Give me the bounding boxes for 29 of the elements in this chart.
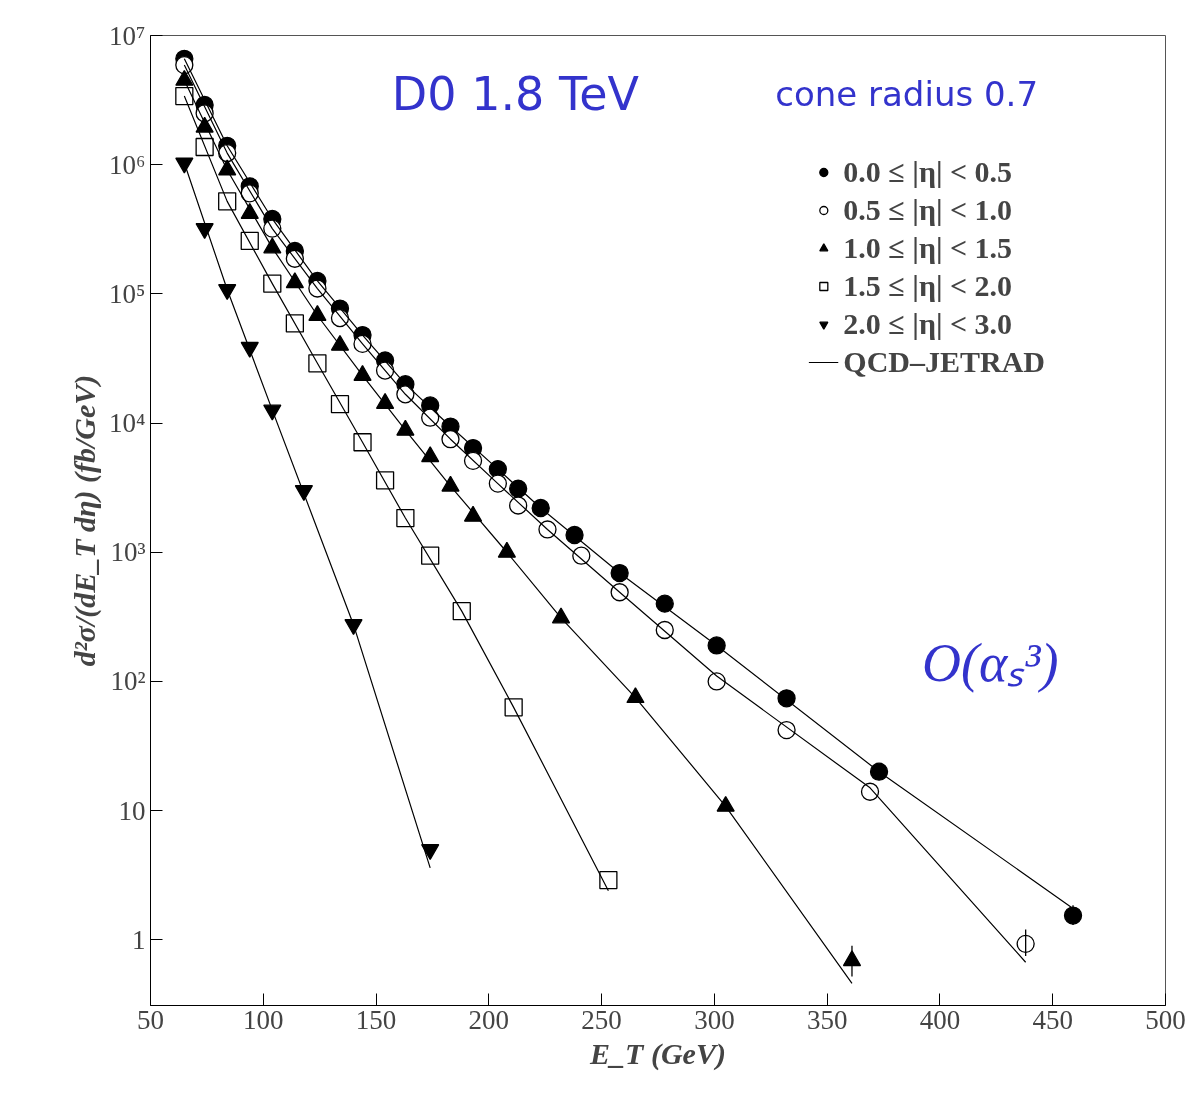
y-tick-label: 10⁵ [109, 278, 146, 309]
legend-label: 0.5 ≤ |η| < 1.0 [843, 193, 1013, 227]
y-tick-label: 10⁴ [109, 408, 146, 439]
x-tick-label: 100 [243, 1004, 284, 1035]
legend-label: 1.0 ≤ |η| < 1.5 [843, 231, 1013, 265]
y-tick-label: 1 [132, 924, 146, 955]
x-tick-label: 250 [581, 1004, 622, 1035]
x-tick-label: 200 [468, 1004, 510, 1035]
y-tick-label: 10 [118, 795, 146, 826]
text: cone radius 0.7 [775, 74, 1039, 115]
x-tick-label: 50 [137, 1004, 164, 1035]
legend-label: 2.0 ≤ |η| < 3.0 [843, 307, 1013, 341]
x-tick-label: 500 [1145, 1004, 1186, 1035]
legend-label: QCD–JETRAD [843, 345, 1045, 379]
x-tick-label: 400 [919, 1004, 961, 1035]
text: D0 1.8 TeV [391, 67, 640, 122]
x-axis-title: E_T (GeV) [589, 1036, 726, 1071]
x-tick-label: 150 [355, 1004, 397, 1035]
legend-label: 0.0 ≤ |η| < 0.5 [843, 155, 1013, 189]
annotation: O(αₛ³) [921, 633, 1059, 694]
y-tick-label: 10⁶ [109, 149, 146, 180]
x-tick-label: 300 [694, 1004, 735, 1035]
y-tick-label: 10⁷ [109, 20, 146, 51]
y-tick-label: 10² [110, 666, 146, 697]
legend-label: 1.5 ≤ |η| < 2.0 [843, 269, 1013, 303]
y-axis-title: d²σ/(dE_T dη) (fb/GeV) [68, 374, 103, 667]
x-tick-label: 450 [1032, 1004, 1073, 1035]
y-tick-label: 10³ [110, 537, 146, 568]
x-tick-label: 350 [806, 1004, 848, 1035]
